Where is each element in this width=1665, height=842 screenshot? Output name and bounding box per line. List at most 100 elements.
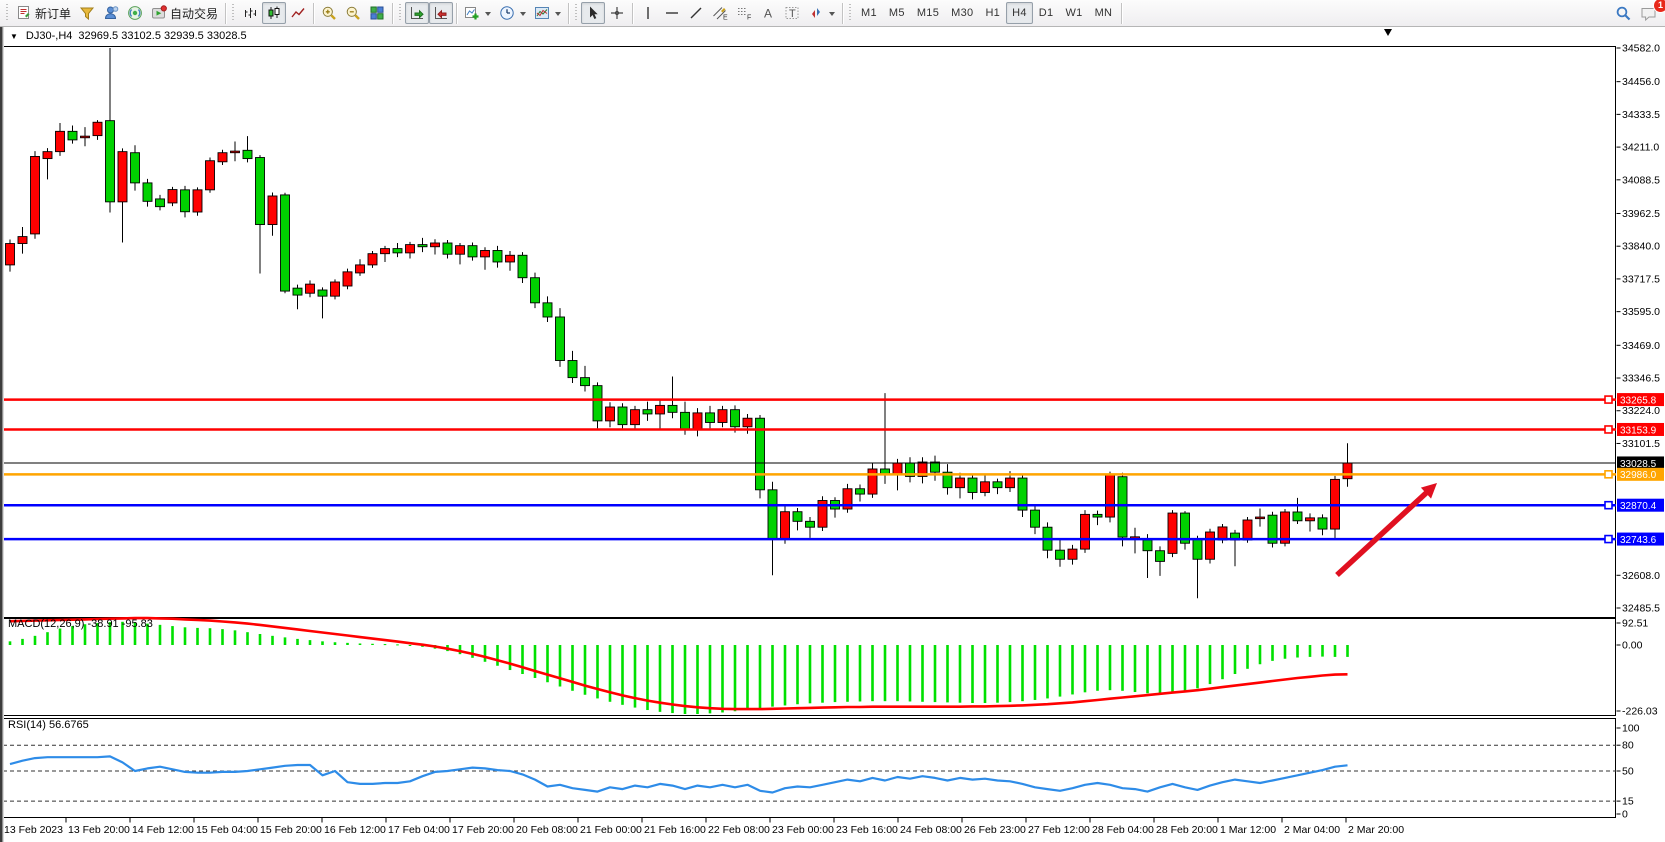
new-order-icon — [16, 5, 32, 21]
separator — [1121, 2, 1123, 24]
autotrading-button[interactable]: 自动交易 — [147, 2, 222, 24]
svg-text:33101.5: 33101.5 — [1622, 438, 1660, 450]
downloads-button[interactable] — [75, 2, 99, 24]
svg-text:2 Mar 04:00: 2 Mar 04:00 — [1284, 824, 1340, 836]
tile-windows-icon — [369, 5, 385, 21]
search-button[interactable] — [1611, 2, 1636, 24]
candlestick-chart-icon — [266, 5, 282, 21]
svg-text:24 Feb 08:00: 24 Feb 08:00 — [900, 824, 962, 836]
svg-text:21 Feb 16:00: 21 Feb 16:00 — [644, 824, 706, 836]
svg-text:17 Feb 20:00: 17 Feb 20:00 — [452, 824, 514, 836]
tile-windows-button[interactable] — [365, 2, 389, 24]
zoom-in-button[interactable] — [317, 2, 341, 24]
text-label-tool-button[interactable]: T — [780, 2, 804, 24]
svg-text:92.51: 92.51 — [1622, 618, 1648, 630]
chevron-down-icon — [555, 11, 562, 19]
bar-chart-button[interactable] — [238, 2, 262, 24]
svg-text:16 Feb 12:00: 16 Feb 12:00 — [324, 824, 386, 836]
timeframe-h4-button[interactable]: H4 — [1006, 2, 1033, 24]
trendline-icon — [688, 5, 704, 21]
toolbar-drag-handle[interactable] — [398, 4, 404, 22]
svg-text:33224.0: 33224.0 — [1622, 405, 1660, 417]
candlestick-chart-button[interactable] — [262, 2, 287, 24]
chevron-down-icon — [829, 11, 836, 19]
toolbar-drag-handle[interactable] — [574, 4, 580, 22]
timeframe-d1-button[interactable]: D1 — [1033, 2, 1060, 24]
arrows-icon — [808, 5, 824, 21]
toolbar-drag-handle[interactable] — [231, 4, 237, 22]
community-button[interactable] — [99, 2, 123, 24]
svg-text:28 Feb 20:00: 28 Feb 20:00 — [1156, 824, 1218, 836]
rsi-name: RSI(14) — [8, 719, 46, 731]
periods-button[interactable] — [495, 2, 530, 24]
scroll-marker-icon[interactable] — [1384, 29, 1392, 36]
svg-text:28 Feb 04:00: 28 Feb 04:00 — [1092, 824, 1154, 836]
zoom-out-button[interactable] — [341, 2, 365, 24]
timeframe-m15-button[interactable]: M15 — [911, 2, 945, 24]
toolbar-drag-handle[interactable] — [5, 4, 10, 22]
rsi-pane: 100 80 50 150 — [3, 723, 1640, 821]
chevron-down-icon — [520, 11, 527, 19]
horizontal-line-icon — [664, 5, 680, 21]
horizontal-line-tool-button[interactable] — [660, 2, 684, 24]
svg-text:22 Feb 08:00: 22 Feb 08:00 — [708, 824, 770, 836]
svg-text:21 Feb 00:00: 21 Feb 00:00 — [580, 824, 642, 836]
cursor-button[interactable] — [581, 2, 606, 24]
svg-text:15 Feb 20:00: 15 Feb 20:00 — [260, 824, 322, 836]
vertical-line-tool-button[interactable] — [636, 2, 660, 24]
separator — [632, 2, 634, 24]
svg-text:15: 15 — [1622, 796, 1634, 808]
timeframe-h1-button[interactable]: H1 — [979, 2, 1006, 24]
toolbar-drag-handle[interactable] — [848, 4, 854, 22]
timeframe-m5-button[interactable]: M5 — [883, 2, 911, 24]
svg-text:-226.03: -226.03 — [1622, 706, 1658, 718]
funnel-icon — [79, 5, 95, 21]
time-axis[interactable]: 13 Feb 2023 13 Feb 20:00 14 Feb 12:00 15 Fe… — [4, 817, 1404, 837]
person-icon — [103, 5, 119, 21]
timeframe-m30-button[interactable]: M30 — [945, 2, 979, 24]
new-order-button[interactable]: 新订单 — [12, 2, 75, 24]
svg-text:33153.9: 33153.9 — [1620, 425, 1657, 436]
templates-button[interactable] — [530, 2, 565, 24]
svg-text:32743.6: 32743.6 — [1620, 535, 1657, 546]
crosshair-button[interactable] — [605, 2, 629, 24]
line-chart-button[interactable] — [286, 2, 310, 24]
arrows-tool-button[interactable] — [804, 2, 839, 24]
svg-text:32485.5: 32485.5 — [1622, 603, 1660, 615]
svg-text:17 Feb 04:00: 17 Feb 04:00 — [388, 824, 450, 836]
rsi-indicator-label: RSI(14) 56.6765 — [8, 719, 89, 731]
svg-text:T: T — [789, 8, 796, 20]
macd-pane: 92.51 0.00 -226.03 — [8, 616, 1658, 718]
trendline-tool-button[interactable] — [684, 2, 708, 24]
new-order-label: 新订单 — [35, 6, 72, 21]
macd-values: -38.91 -95.83 — [87, 618, 153, 630]
svg-text:80: 80 — [1622, 740, 1634, 752]
svg-text:33840.0: 33840.0 — [1622, 241, 1660, 253]
fibonacci-tool-button[interactable]: F — [732, 2, 756, 24]
svg-text:14 Feb 12:00: 14 Feb 12:00 — [132, 824, 194, 836]
macd-indicator-label: MACD(12,26,9) -38.91 -95.83 — [8, 618, 153, 630]
signals-button[interactable] — [123, 2, 147, 24]
timeframe-mn-button[interactable]: MN — [1089, 2, 1119, 24]
chevron-down-icon — [485, 11, 492, 19]
cursor-icon — [585, 5, 601, 21]
annotation-arrow[interactable] — [1335, 483, 1437, 578]
price-axis[interactable]: 34582.0 34456.0 34333.5 34211.0 34088.5 33962… — [1616, 43, 1661, 615]
separator — [225, 2, 227, 24]
equidistant-channel-tool-button[interactable]: E — [708, 2, 732, 24]
chart-shift-button[interactable] — [429, 2, 454, 24]
svg-text:33717.5: 33717.5 — [1622, 273, 1660, 285]
svg-text:34211.0: 34211.0 — [1622, 142, 1659, 154]
svg-text:34456.0: 34456.0 — [1622, 76, 1660, 88]
vertical-line-icon — [640, 5, 656, 21]
chart-dropdown-icon[interactable]: ▼ — [10, 31, 18, 41]
timeframe-m1-button[interactable]: M1 — [855, 2, 883, 24]
timeframe-w1-button[interactable]: W1 — [1059, 2, 1088, 24]
auto-scroll-button[interactable] — [405, 2, 430, 24]
add-indicator-button[interactable] — [460, 2, 495, 24]
notifications-button[interactable]: 1 — [1636, 0, 1665, 24]
clock-icon — [499, 5, 515, 21]
text-tool-button[interactable]: A — [756, 2, 780, 24]
